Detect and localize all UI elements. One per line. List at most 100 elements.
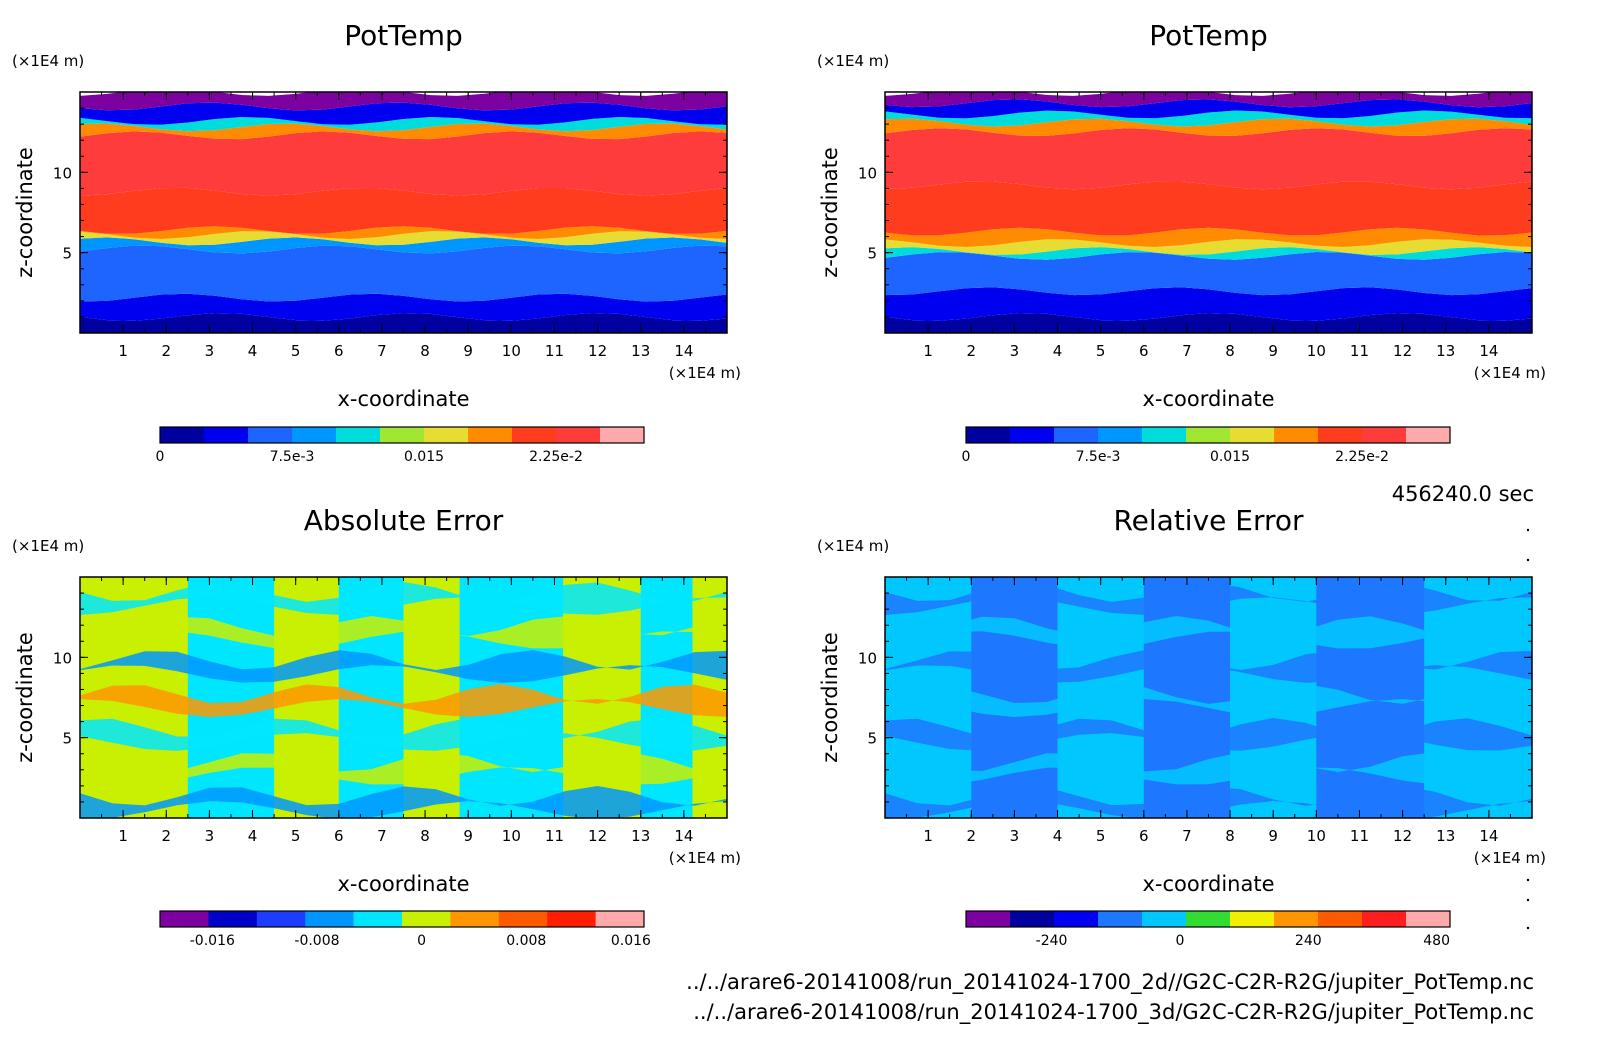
x-tick-label: 7 bbox=[377, 827, 387, 845]
z-tick-label: 10 bbox=[53, 649, 72, 667]
x-tick-label: 10 bbox=[502, 827, 521, 845]
z-tick-label: 10 bbox=[858, 164, 877, 182]
colorbar: -0.016 -0.008 0 0.008 0.016 bbox=[159, 910, 651, 949]
field-blotch bbox=[80, 616, 727, 649]
x-tick-label: 2 bbox=[161, 827, 171, 845]
colorbar-segment bbox=[1230, 427, 1275, 443]
colorbar-segment bbox=[248, 427, 293, 443]
field-blotch bbox=[885, 616, 1532, 649]
x-axis-label: x-coordinate bbox=[1142, 872, 1274, 896]
x-tick-label: 7 bbox=[1182, 342, 1192, 360]
x-tick-label: 6 bbox=[1139, 342, 1149, 360]
x-unit-label: (×1E4 m) bbox=[1474, 849, 1546, 867]
colorbar-segment bbox=[512, 427, 557, 443]
field-band bbox=[885, 247, 1532, 260]
x-tick-label: 3 bbox=[205, 342, 215, 360]
colorbar-segment bbox=[595, 911, 645, 927]
colorbar-segment bbox=[336, 427, 381, 443]
edge-dot bbox=[1526, 926, 1530, 930]
x-tick-label: 13 bbox=[631, 827, 650, 845]
x-tick-label: 2 bbox=[966, 827, 976, 845]
x-tick-label: 5 bbox=[1096, 827, 1106, 845]
colorbar-tick-label: 2.25e-2 bbox=[1335, 449, 1389, 465]
z-tick-label: 5 bbox=[62, 730, 72, 748]
field-band bbox=[80, 231, 727, 246]
colorbar-segment bbox=[1098, 911, 1143, 927]
footer-path-2d: ../../arare6-20141008/run_20141024-1700_… bbox=[686, 970, 1534, 994]
colorbar-segment bbox=[600, 427, 645, 443]
colorbar-segment bbox=[1362, 911, 1407, 927]
x-tick-label: 6 bbox=[1139, 827, 1149, 845]
x-tick-label: 14 bbox=[1479, 827, 1498, 845]
colorbar: 0 7.5e-3 0.015 2.25e-2 bbox=[156, 426, 645, 465]
field-blotch bbox=[885, 582, 1532, 615]
x-tick-label: 4 bbox=[1053, 827, 1063, 845]
field-band bbox=[80, 92, 727, 111]
field-blotch bbox=[80, 718, 727, 751]
colorbar-tick-label: 0.008 bbox=[506, 933, 546, 949]
panel-title: PotTemp bbox=[344, 19, 463, 52]
field-band bbox=[885, 239, 1532, 255]
colorbar-segment bbox=[547, 911, 597, 927]
x-tick-label: 8 bbox=[420, 827, 430, 845]
field-blotch bbox=[885, 684, 1532, 717]
z-tick-label: 5 bbox=[867, 245, 877, 263]
x-tick-label: 12 bbox=[588, 827, 607, 845]
x-tick-label: 4 bbox=[1053, 342, 1063, 360]
field-band bbox=[80, 293, 727, 321]
colorbar-tick-label: 0 bbox=[156, 449, 165, 465]
field-band bbox=[80, 187, 727, 234]
field-blotch bbox=[80, 786, 727, 818]
colorbar-segment bbox=[1274, 911, 1319, 927]
field-band bbox=[885, 128, 1532, 190]
time-label: 456240.0 sec bbox=[1391, 482, 1534, 506]
x-tick-label: 9 bbox=[1268, 827, 1278, 845]
x-tick-label: 11 bbox=[1350, 827, 1369, 845]
x-tick-label: 10 bbox=[1307, 827, 1326, 845]
x-tick-label: 11 bbox=[1350, 342, 1369, 360]
panel-title: Relative Error bbox=[1113, 504, 1304, 537]
footer-path-3d: ../../arare6-20141008/run_20141024-1700_… bbox=[693, 1000, 1534, 1024]
x-tick-label: 14 bbox=[674, 827, 693, 845]
colorbar-segment bbox=[1098, 427, 1143, 443]
colorbar-segment bbox=[1362, 427, 1407, 443]
x-tick-label: 13 bbox=[1436, 342, 1455, 360]
colorbar-frame bbox=[159, 910, 645, 928]
field-band bbox=[80, 123, 727, 140]
field-bands bbox=[885, 92, 1532, 333]
z-tick-label: 10 bbox=[53, 164, 72, 182]
x-tick-label: 12 bbox=[1393, 827, 1412, 845]
colorbar-segment bbox=[353, 911, 403, 927]
colorbar-segment bbox=[1318, 427, 1363, 443]
edge-dot bbox=[1526, 558, 1530, 562]
x-tick-label: 8 bbox=[1225, 342, 1235, 360]
z-tick-label: 5 bbox=[867, 730, 877, 748]
colorbar-tick-label: 7.5e-3 bbox=[1076, 449, 1121, 465]
z-axis-label: z-coordinate bbox=[13, 632, 37, 763]
colorbar-tick-label: 2.25e-2 bbox=[529, 449, 583, 465]
field-blotch bbox=[885, 786, 1532, 818]
colorbar-segment bbox=[160, 427, 205, 443]
z-tick-label: 5 bbox=[62, 245, 72, 263]
x-tick-label: 6 bbox=[334, 827, 344, 845]
z-axis-label: z-coordinate bbox=[818, 147, 842, 278]
x-axis-label: x-coordinate bbox=[1142, 387, 1274, 411]
colorbar-segment bbox=[966, 911, 1011, 927]
field-band bbox=[80, 117, 727, 132]
x-tick-label: 13 bbox=[1436, 827, 1455, 845]
colorbar-segment bbox=[305, 911, 355, 927]
field-blotch bbox=[885, 718, 1532, 751]
colorbar-tick-label: -240 bbox=[1036, 933, 1068, 949]
colorbar-segment bbox=[204, 427, 249, 443]
colorbar-frame bbox=[159, 426, 645, 444]
colorbar-tick-label: 0 bbox=[962, 449, 971, 465]
edge-dot bbox=[1526, 898, 1530, 902]
x-tick-label: 3 bbox=[205, 827, 215, 845]
colorbar-segment bbox=[292, 427, 337, 443]
x-unit-label: (×1E4 m) bbox=[1474, 364, 1546, 382]
edge-dot bbox=[1526, 528, 1530, 532]
x-tick-label: 5 bbox=[291, 342, 301, 360]
field-band bbox=[885, 92, 1532, 108]
colorbar: -240 0 240 480 bbox=[965, 910, 1451, 949]
